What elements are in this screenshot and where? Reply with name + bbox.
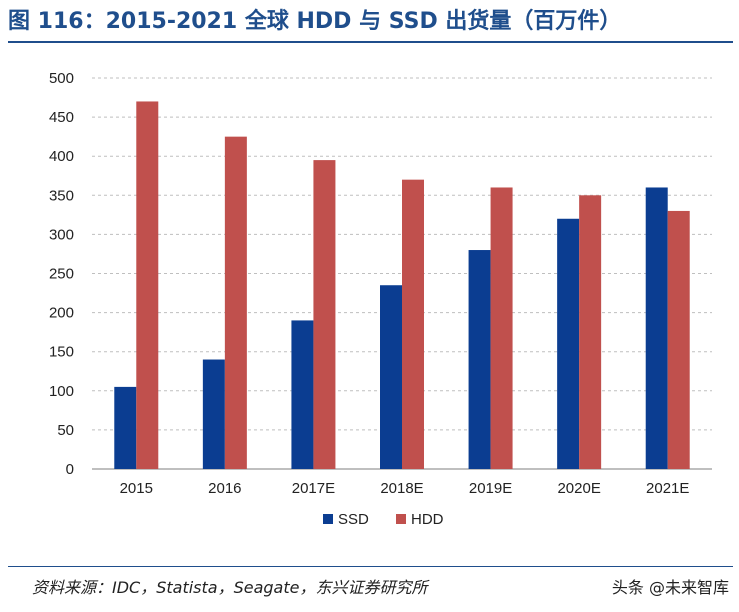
bar-hdd-2017e [313, 160, 336, 470]
x-tick-label: 2015 [120, 480, 153, 497]
y-tick-label: 200 [49, 305, 74, 322]
legend-label-hdd: HDD [411, 511, 444, 528]
y-tick-labels: 0 50 100 150 200 250 300 350 400 450 500 [49, 70, 74, 478]
bar-ssd-2020e [557, 218, 580, 469]
x-tick-label: 2018E [380, 480, 423, 497]
bar-ssd-2016 [202, 359, 225, 469]
watermark: 头条 @未来智库 [611, 578, 729, 597]
x-tick-label: 2021E [646, 480, 689, 497]
figure-title: 图 116：2015-2021 全球 HDD 与 SSD 出货量（百万件） [8, 9, 622, 34]
y-tick-label: 500 [49, 70, 74, 87]
y-tick-label: 400 [49, 148, 74, 165]
x-tick-label: 2016 [208, 480, 241, 497]
bar-ssd-2019e [468, 250, 491, 469]
x-tick-label: 2019E [469, 480, 512, 497]
bar-hdd-2020e [579, 195, 602, 470]
bar-hdd-2018e [402, 179, 424, 469]
source-note: 资料来源：IDC，Statista，Seagate，东兴证券研究所 [32, 578, 428, 597]
footer-divider [8, 566, 733, 567]
bar-ssd-2015 [114, 386, 137, 469]
legend-label-ssd: SSD [338, 511, 369, 528]
bar-hdd-2019e [490, 187, 513, 470]
y-tick-label: 100 [49, 383, 74, 400]
legend-swatch-ssd [323, 514, 333, 524]
y-tick-label: 450 [49, 109, 74, 126]
y-tick-label: 0 [66, 461, 74, 478]
x-tick-label: 2017E [292, 480, 335, 497]
legend: SSD HDD [323, 511, 444, 528]
x-tick-label: 2020E [557, 480, 600, 497]
bar-hdd-2015 [136, 101, 159, 470]
y-tick-label: 300 [49, 226, 74, 243]
legend-swatch-hdd [396, 514, 406, 524]
bar-ssd-2021e [645, 187, 668, 470]
bar-ssd-2018e [380, 285, 402, 469]
bar-hdd-2021e [667, 210, 690, 469]
title-divider [8, 41, 733, 43]
bars [114, 101, 690, 470]
y-tick-label: 250 [49, 266, 74, 283]
y-tick-label: 50 [57, 422, 74, 439]
y-tick-label: 350 [49, 187, 74, 204]
y-tick-label: 150 [49, 344, 74, 361]
x-tick-labels: 2015 2016 2017E 2018E 2019E 2020E 2021E [120, 480, 690, 497]
bar-hdd-2016 [224, 136, 247, 469]
grid-lines [92, 77, 712, 470]
bar-ssd-2017e [291, 320, 314, 469]
